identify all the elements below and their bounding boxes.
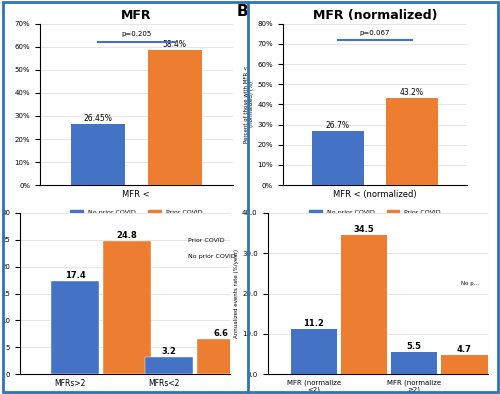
Bar [71,124,124,185]
Text: p=0.067: p=0.067 [360,30,390,36]
Text: 24.8: 24.8 [116,231,138,240]
Text: 4.7: 4.7 [457,346,472,355]
Bar [442,355,488,374]
Text: Prior COVID: Prior COVID [188,238,224,243]
Text: p=0.205: p=0.205 [121,32,152,37]
Text: 3.2: 3.2 [162,348,176,357]
Bar [197,339,245,374]
Text: 6.6: 6.6 [214,329,228,338]
Text: 17.4: 17.4 [64,271,86,280]
Text: 5.5: 5.5 [406,342,422,351]
Bar [312,131,364,185]
Bar [290,329,337,374]
Text: No prior COVID: No prior COVID [188,254,236,259]
Bar [145,357,193,374]
Text: 26.45%: 26.45% [84,114,112,123]
Bar [103,241,151,374]
Text: No p...: No p... [461,281,479,286]
Text: 34.5: 34.5 [354,225,374,234]
Title: MFR: MFR [121,9,152,22]
Legend: No prior COVID, Prior COVID: No prior COVID, Prior COVID [306,207,444,217]
Text: 58.4%: 58.4% [163,40,187,49]
Title: MFR (normalized): MFR (normalized) [313,9,437,22]
Bar [391,352,437,374]
Text: 43.2%: 43.2% [400,88,424,97]
Bar [341,235,387,374]
Text: B: B [236,4,248,19]
Text: 26.7%: 26.7% [326,121,350,130]
Bar [386,98,438,185]
Legend: No prior COVID, Prior COVID: No prior COVID, Prior COVID [68,207,204,217]
Bar [51,281,99,374]
Y-axis label: Percent of those with MFR <
(normalized) (%): Percent of those with MFR < (normalized)… [244,65,254,143]
Text: 11.2: 11.2 [303,319,324,328]
Y-axis label: Annualized events rate (%/year): Annualized events rate (%/year) [234,249,239,338]
Bar [148,50,202,185]
